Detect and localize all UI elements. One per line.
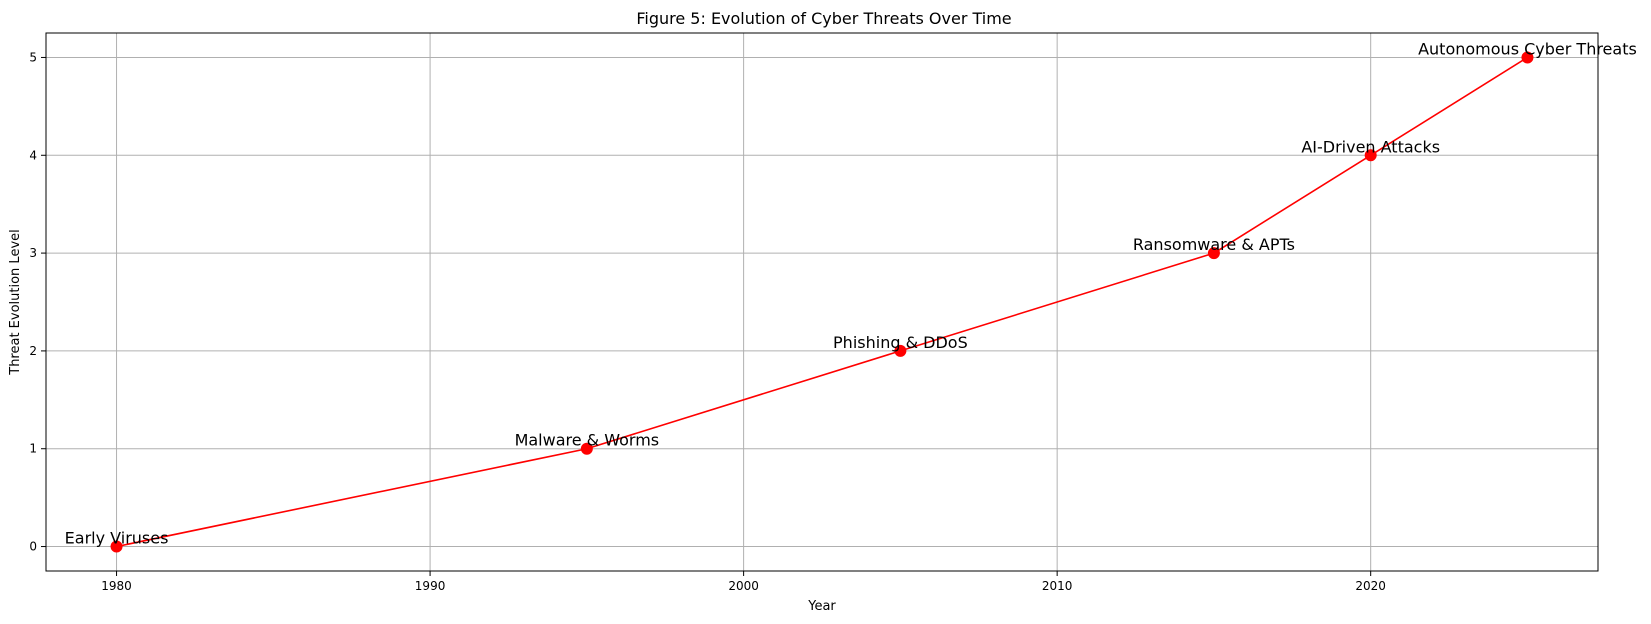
series-line (116, 56, 1528, 548)
x-axis-ticks: 1980 1990 2000 2010 2020 (101, 571, 1386, 593)
data-point (110, 540, 123, 553)
data-point-label: Phishing & DDoS (833, 333, 968, 352)
series-layer: Early Viruses Malware & Worms Phishing & D… (65, 39, 1637, 553)
y-tick-label: 2 (29, 344, 37, 358)
x-tick-label: 2000 (728, 579, 759, 593)
y-tick-label: 5 (29, 50, 37, 64)
data-point-label: Ransomware & APTs (1133, 235, 1295, 254)
x-axis-label: Year (807, 599, 836, 614)
data-point-label: Autonomous Cyber Threats (1418, 39, 1637, 58)
y-axis-ticks: 0 1 2 3 4 5 (29, 50, 46, 554)
plot-frame (45, 32, 1599, 572)
y-axis-label: Threat Evolution Level (8, 229, 23, 376)
data-point (894, 344, 907, 357)
y-tick-label: 3 (29, 246, 37, 260)
y-tick-label: 4 (29, 148, 37, 162)
y-tick-label: 0 (29, 540, 37, 554)
x-tick-label: 1980 (101, 579, 132, 593)
data-point (580, 442, 593, 455)
x-tick-label: 2020 (1355, 579, 1386, 593)
data-point-label: Early Viruses (65, 529, 169, 548)
x-tick-label: 2010 (1042, 579, 1073, 593)
data-point (1207, 247, 1220, 260)
grid (46, 33, 1598, 571)
y-tick-label: 1 (29, 442, 37, 456)
x-tick-label: 1990 (415, 579, 446, 593)
chart-title: Figure 5: Evolution of Cyber Threats Ove… (636, 9, 1011, 28)
data-point (1364, 149, 1377, 162)
data-point (1521, 51, 1534, 64)
data-point-label: AI-Driven Attacks (1301, 137, 1440, 156)
data-point-label: Malware & Worms (515, 431, 660, 450)
